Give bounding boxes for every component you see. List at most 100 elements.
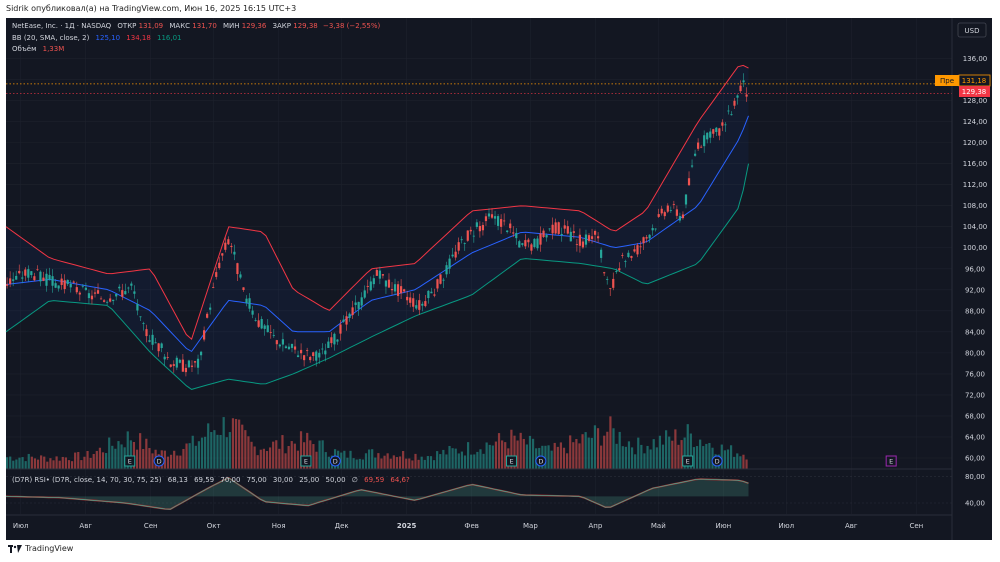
x-tick-label: Сен — [909, 522, 923, 530]
dividend-marker[interactable]: D — [329, 455, 341, 467]
volume-bar — [213, 430, 216, 469]
earnings-marker[interactable]: E — [506, 455, 518, 467]
volume-bar — [516, 440, 519, 469]
candle-body — [69, 283, 72, 288]
y-tick-label: 68,00 — [965, 412, 985, 420]
x-tick-label: 2025 — [397, 522, 417, 530]
earnings-marker[interactable]: E — [300, 455, 312, 467]
earnings-marker[interactable]: E — [682, 455, 694, 467]
candle-body — [309, 356, 312, 361]
legend-low-label: МИН — [223, 22, 240, 30]
legend-high-label: МАКС — [169, 22, 190, 30]
volume-bar — [139, 433, 142, 469]
x-tick-label: Окт — [207, 522, 221, 530]
volume-bar — [324, 452, 327, 469]
candle-body — [700, 146, 703, 148]
event-marker-shape — [153, 455, 165, 467]
legend-symbol: NetEase, Inc. · 1Д · NASDAQ — [12, 22, 112, 30]
volume-bar — [145, 438, 148, 469]
volume-bar — [108, 437, 111, 469]
rsi-value-0: 68,13 — [168, 476, 188, 484]
volume-bar — [46, 461, 49, 469]
candle-body — [672, 204, 675, 206]
volume-bar — [188, 443, 191, 469]
candle-body — [260, 319, 263, 329]
candle-body — [524, 240, 527, 247]
volume-bar — [6, 457, 9, 469]
candle-body — [221, 253, 224, 256]
bb-lower-line — [5, 163, 749, 390]
volume-bar — [70, 461, 74, 469]
candle-body — [181, 359, 184, 372]
candle-body — [60, 278, 63, 285]
volume-bar — [686, 424, 689, 469]
svg-text:NetEase, Inc. · 1Д · NASDAQ: NetEase, Inc. · 1Д · NASDAQ ОТКР 131,09 … — [12, 22, 380, 30]
candle-body — [642, 237, 645, 244]
volume-bar — [126, 431, 129, 469]
candle-body — [318, 352, 321, 358]
volume-bar — [742, 454, 745, 469]
bb-fill — [6, 65, 749, 390]
candle-body — [654, 228, 657, 230]
volume-bar — [142, 448, 145, 469]
candle-body — [448, 258, 451, 269]
volume-bar — [671, 440, 674, 469]
rsi-value-1: 69,59 — [194, 476, 214, 484]
candle-body — [684, 194, 688, 205]
candle-body — [381, 274, 385, 276]
event-marker-label: E — [509, 458, 513, 466]
candle-body — [178, 359, 181, 363]
candle-body — [384, 280, 388, 287]
footer: TradingView — [8, 544, 73, 553]
candle-body — [490, 214, 494, 218]
volume-bar — [173, 450, 176, 469]
candle-body — [575, 244, 578, 246]
candle-body — [375, 270, 378, 276]
rsi-panel: 80,00 40,00 — [5, 473, 985, 511]
dividend-marker[interactable]: D — [153, 455, 165, 467]
volume-bar — [550, 450, 553, 469]
candle-body — [209, 307, 212, 310]
volume-bar — [652, 439, 655, 469]
event-marker-label: E — [686, 458, 690, 466]
volume-bar — [111, 445, 114, 469]
rsi-value-3: 75,00 — [247, 476, 267, 484]
volume-bar — [705, 443, 708, 469]
x-tick-label: Ноя — [272, 522, 286, 530]
candle-body — [554, 222, 557, 234]
candle-body — [406, 296, 409, 301]
volume-bar — [89, 457, 92, 469]
candle-body — [463, 243, 466, 245]
volume-bar — [120, 444, 123, 469]
volume-bar — [200, 437, 204, 469]
earnings-marker[interactable]: E — [124, 455, 136, 467]
bb-basis-line — [5, 115, 749, 353]
candle-body — [284, 346, 288, 349]
volume-bar — [405, 458, 408, 469]
volume-bar — [367, 449, 371, 469]
volume-bar — [572, 442, 575, 469]
candle-body — [212, 287, 215, 288]
dividend-marker[interactable]: D — [711, 455, 723, 467]
candle-body — [593, 231, 597, 235]
candle-body — [348, 313, 351, 318]
earnings-marker[interactable]: E — [885, 455, 897, 467]
candle-body — [109, 298, 112, 302]
currency-button[interactable]: USD — [957, 22, 987, 38]
candle-body — [615, 271, 618, 273]
volume-bar — [544, 445, 547, 469]
volume-bar — [290, 441, 293, 469]
volume-bar — [680, 440, 683, 469]
candle-body — [321, 348, 324, 350]
candle-body — [687, 178, 691, 186]
candle-body — [166, 357, 169, 358]
dividend-marker[interactable]: D — [535, 455, 547, 467]
candle-body — [57, 285, 60, 289]
candle-body — [727, 110, 730, 112]
candle-body — [566, 226, 569, 234]
volume-bar — [18, 457, 21, 469]
legend: NetEase, Inc. · 1Д · NASDAQ ОТКР 131,09 … — [12, 22, 380, 53]
candle-body — [430, 291, 433, 294]
candle-body — [199, 351, 203, 356]
